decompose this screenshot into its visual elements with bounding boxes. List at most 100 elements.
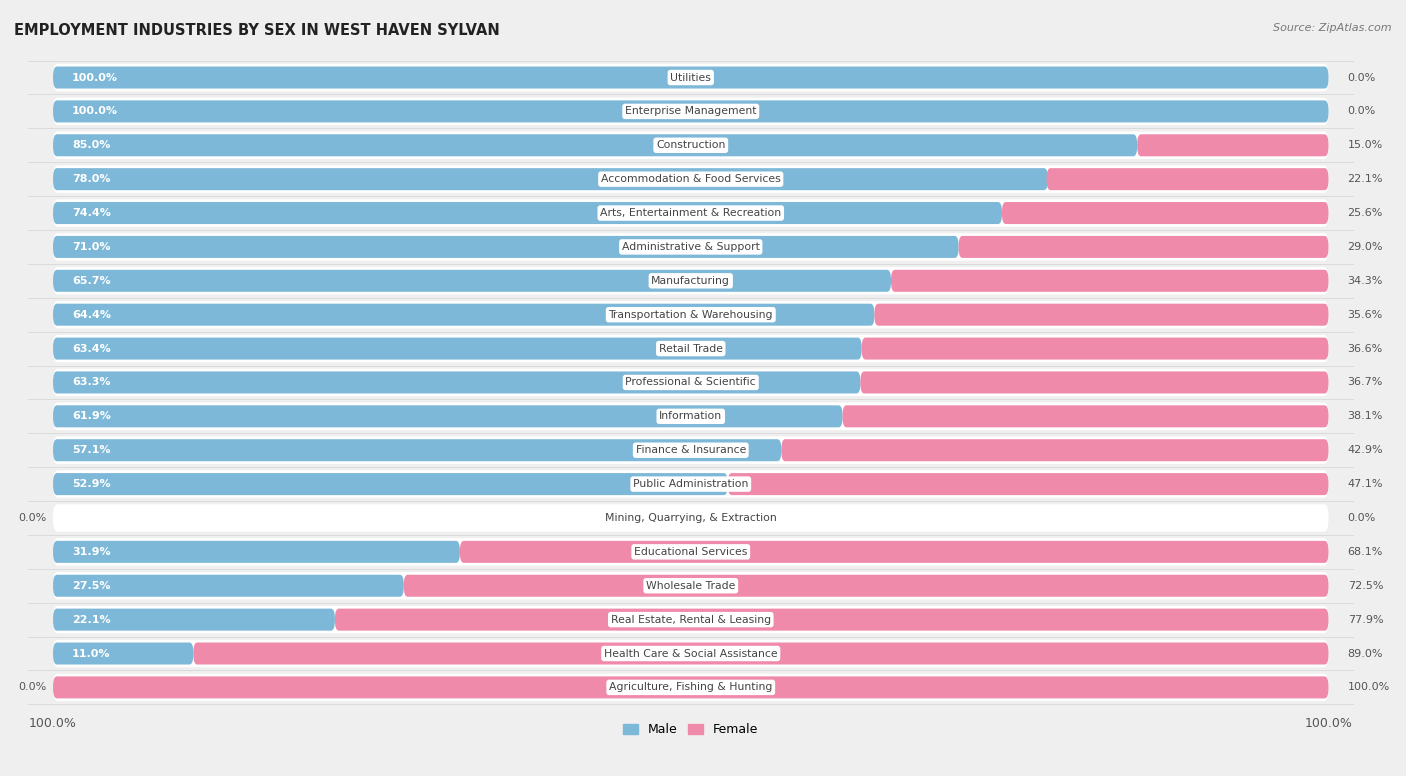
FancyBboxPatch shape — [53, 132, 1329, 159]
Text: Finance & Insurance: Finance & Insurance — [636, 445, 747, 456]
Text: 63.4%: 63.4% — [72, 344, 111, 354]
Text: 100.0%: 100.0% — [72, 72, 118, 82]
Text: 64.4%: 64.4% — [72, 310, 111, 320]
FancyBboxPatch shape — [53, 335, 1329, 362]
FancyBboxPatch shape — [53, 100, 1329, 123]
FancyBboxPatch shape — [53, 267, 1329, 295]
Text: 52.9%: 52.9% — [72, 479, 111, 489]
FancyBboxPatch shape — [862, 338, 1329, 359]
Text: 61.9%: 61.9% — [72, 411, 111, 421]
FancyBboxPatch shape — [53, 674, 1329, 701]
Text: 100.0%: 100.0% — [1347, 682, 1391, 692]
Text: 35.6%: 35.6% — [1347, 310, 1384, 320]
FancyBboxPatch shape — [53, 436, 1329, 464]
FancyBboxPatch shape — [194, 643, 1329, 664]
Text: Transportation & Warehousing: Transportation & Warehousing — [609, 310, 773, 320]
Text: 22.1%: 22.1% — [1347, 174, 1384, 184]
FancyBboxPatch shape — [53, 98, 1329, 125]
Text: 36.7%: 36.7% — [1347, 377, 1384, 387]
Text: Arts, Entertainment & Recreation: Arts, Entertainment & Recreation — [600, 208, 782, 218]
FancyBboxPatch shape — [335, 608, 1329, 631]
FancyBboxPatch shape — [53, 405, 842, 428]
Text: Information: Information — [659, 411, 723, 421]
Text: 31.9%: 31.9% — [72, 547, 111, 557]
FancyBboxPatch shape — [53, 403, 1329, 430]
Text: 15.0%: 15.0% — [1347, 140, 1384, 151]
FancyBboxPatch shape — [1002, 202, 1329, 224]
FancyBboxPatch shape — [53, 369, 1329, 397]
FancyBboxPatch shape — [53, 199, 1329, 227]
FancyBboxPatch shape — [53, 303, 875, 326]
FancyBboxPatch shape — [53, 165, 1329, 193]
FancyBboxPatch shape — [53, 202, 1002, 224]
Text: 74.4%: 74.4% — [72, 208, 111, 218]
Text: 65.7%: 65.7% — [72, 275, 111, 286]
FancyBboxPatch shape — [53, 677, 1329, 698]
FancyBboxPatch shape — [53, 572, 1329, 600]
FancyBboxPatch shape — [53, 439, 782, 461]
Text: Health Care & Social Assistance: Health Care & Social Assistance — [605, 649, 778, 659]
FancyBboxPatch shape — [53, 372, 860, 393]
Text: 29.0%: 29.0% — [1347, 242, 1384, 252]
FancyBboxPatch shape — [842, 405, 1329, 428]
Text: 89.0%: 89.0% — [1347, 649, 1384, 659]
FancyBboxPatch shape — [53, 541, 460, 563]
FancyBboxPatch shape — [1137, 134, 1329, 156]
FancyBboxPatch shape — [53, 168, 1047, 190]
Text: EMPLOYMENT INDUSTRIES BY SEX IN WEST HAVEN SYLVAN: EMPLOYMENT INDUSTRIES BY SEX IN WEST HAV… — [14, 23, 499, 38]
FancyBboxPatch shape — [53, 338, 862, 359]
FancyBboxPatch shape — [860, 372, 1329, 393]
Text: 27.5%: 27.5% — [72, 580, 111, 591]
Text: Mining, Quarrying, & Extraction: Mining, Quarrying, & Extraction — [605, 513, 776, 523]
FancyBboxPatch shape — [53, 236, 959, 258]
FancyBboxPatch shape — [53, 301, 1329, 328]
FancyBboxPatch shape — [53, 234, 1329, 261]
FancyBboxPatch shape — [53, 608, 335, 631]
FancyBboxPatch shape — [53, 270, 891, 292]
FancyBboxPatch shape — [53, 639, 1329, 667]
Text: 85.0%: 85.0% — [72, 140, 111, 151]
Text: 25.6%: 25.6% — [1347, 208, 1384, 218]
Text: Enterprise Management: Enterprise Management — [626, 106, 756, 116]
FancyBboxPatch shape — [53, 504, 1329, 532]
Text: 0.0%: 0.0% — [1347, 513, 1376, 523]
Text: 77.9%: 77.9% — [1347, 615, 1384, 625]
Text: 100.0%: 100.0% — [72, 106, 118, 116]
FancyBboxPatch shape — [891, 270, 1329, 292]
FancyBboxPatch shape — [728, 473, 1329, 495]
Text: Utilities: Utilities — [671, 72, 711, 82]
Legend: Male, Female: Male, Female — [619, 718, 763, 741]
Text: Retail Trade: Retail Trade — [659, 344, 723, 354]
FancyBboxPatch shape — [53, 538, 1329, 566]
Text: 47.1%: 47.1% — [1347, 479, 1384, 489]
Text: Agriculture, Fishing & Hunting: Agriculture, Fishing & Hunting — [609, 682, 772, 692]
Text: 42.9%: 42.9% — [1347, 445, 1384, 456]
Text: 36.6%: 36.6% — [1347, 344, 1384, 354]
Text: 0.0%: 0.0% — [1347, 106, 1376, 116]
Text: 72.5%: 72.5% — [1347, 580, 1384, 591]
Text: 11.0%: 11.0% — [72, 649, 111, 659]
Text: Accommodation & Food Services: Accommodation & Food Services — [600, 174, 780, 184]
Text: 78.0%: 78.0% — [72, 174, 111, 184]
FancyBboxPatch shape — [53, 134, 1137, 156]
Text: Administrative & Support: Administrative & Support — [621, 242, 759, 252]
Text: 0.0%: 0.0% — [1347, 72, 1376, 82]
Text: Public Administration: Public Administration — [633, 479, 748, 489]
Text: Manufacturing: Manufacturing — [651, 275, 730, 286]
FancyBboxPatch shape — [1046, 168, 1329, 190]
FancyBboxPatch shape — [53, 470, 1329, 498]
FancyBboxPatch shape — [959, 236, 1329, 258]
FancyBboxPatch shape — [53, 643, 194, 664]
Text: 0.0%: 0.0% — [18, 513, 46, 523]
FancyBboxPatch shape — [53, 473, 728, 495]
Text: 38.1%: 38.1% — [1347, 411, 1384, 421]
FancyBboxPatch shape — [875, 303, 1329, 326]
FancyBboxPatch shape — [782, 439, 1329, 461]
Text: Real Estate, Rental & Leasing: Real Estate, Rental & Leasing — [610, 615, 770, 625]
Text: Educational Services: Educational Services — [634, 547, 748, 557]
Text: 57.1%: 57.1% — [72, 445, 111, 456]
Text: 68.1%: 68.1% — [1347, 547, 1384, 557]
Text: Construction: Construction — [657, 140, 725, 151]
FancyBboxPatch shape — [460, 541, 1329, 563]
FancyBboxPatch shape — [53, 575, 404, 597]
